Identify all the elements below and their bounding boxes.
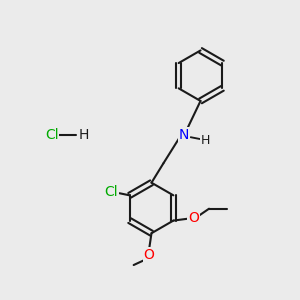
Text: H: H: [79, 128, 89, 142]
Text: N: N: [179, 128, 189, 142]
Text: H: H: [200, 134, 210, 147]
Text: O: O: [188, 211, 199, 225]
Text: O: O: [144, 248, 154, 262]
Text: Cl: Cl: [104, 185, 118, 199]
Text: Cl: Cl: [45, 128, 59, 142]
